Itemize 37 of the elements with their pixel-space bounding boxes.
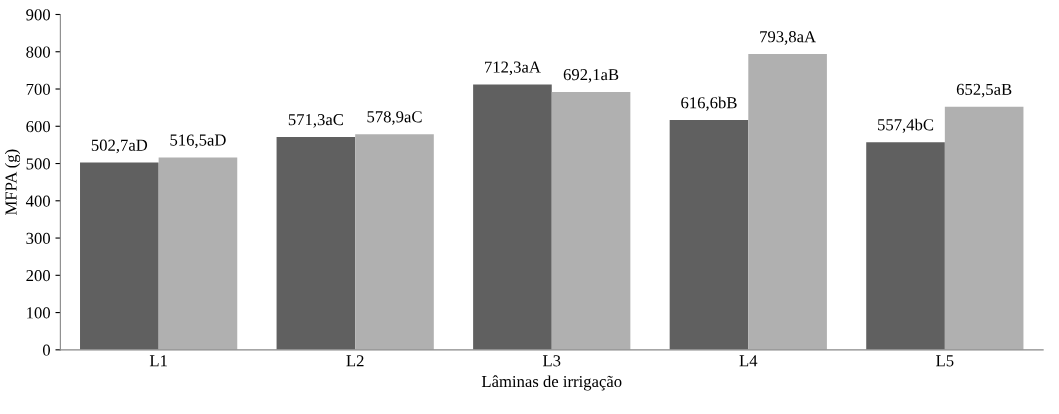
data-label: 652,5aB: [956, 83, 1012, 98]
bar: [355, 134, 434, 350]
x-tick-label: L4: [739, 355, 758, 367]
data-label: 578,9aC: [367, 111, 422, 125]
x-tick-label: L1: [149, 355, 167, 367]
y-tick-label: 200: [26, 270, 51, 282]
y-axis-title: MFPA (g): [4, 149, 21, 215]
y-tick-label: 100: [27, 307, 51, 319]
y-tick-label: 600: [26, 120, 51, 133]
bar: [748, 54, 827, 350]
data-label: 502,7aD: [91, 139, 148, 154]
y-tick-label: 800: [26, 46, 51, 58]
y-tick-label: 700: [26, 83, 51, 95]
data-label: 793,8aA: [760, 31, 816, 45]
y-tick-label: 900: [26, 9, 51, 21]
bar: [80, 162, 159, 350]
bar: [473, 84, 552, 350]
bar: [944, 106, 1024, 350]
bar: [158, 157, 238, 350]
bar: [866, 142, 945, 350]
x-tick-label: L3: [542, 355, 561, 367]
bar: [551, 91, 631, 350]
data-label: 712,3aA: [485, 61, 541, 76]
data-label: 616,6bB: [681, 96, 737, 111]
y-tick-label: 0: [42, 344, 51, 356]
x-tick-label: L5: [936, 355, 954, 367]
y-tick-label: 500: [26, 158, 51, 170]
data-label: 516,5aD: [170, 134, 226, 149]
y-tick-label: 300: [26, 232, 51, 244]
bar: [669, 120, 749, 350]
data-label: 571,3aC: [288, 114, 343, 128]
x-axis-title: Lâminas de irrigação: [481, 375, 622, 391]
y-tick-label: 400: [25, 195, 51, 207]
bar: [276, 136, 356, 350]
x-tick-label: L2: [346, 355, 364, 367]
data-label: 692,1aB: [563, 69, 619, 83]
data-label: 557,4bC: [878, 118, 934, 133]
